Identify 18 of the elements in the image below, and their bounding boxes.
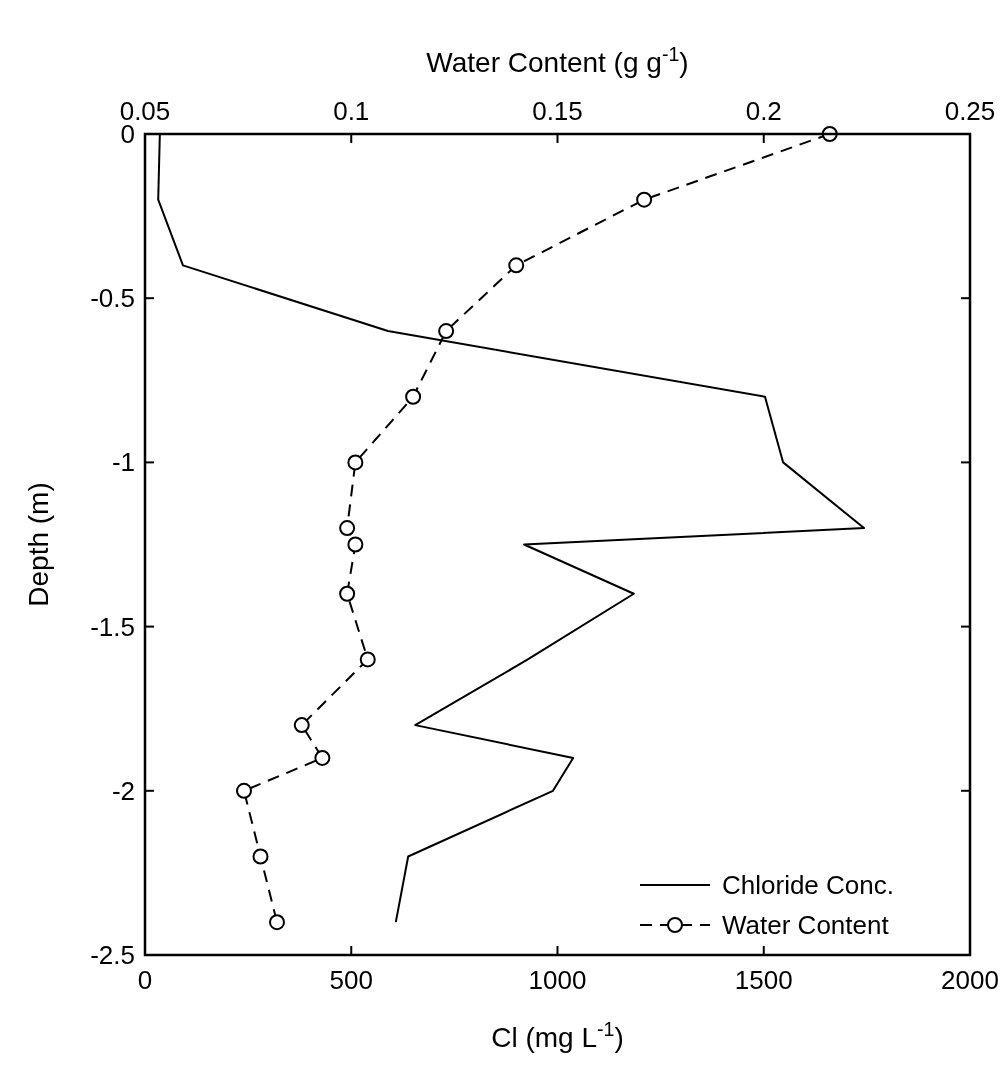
- y-tick-label: -0.5: [90, 283, 135, 314]
- x2-tick-label: 0.25: [944, 96, 996, 126]
- y-tick-label: -1: [111, 447, 135, 478]
- y-axis-title: Depth (m): [23, 482, 54, 607]
- x-tick-label: 1500: [734, 965, 793, 995]
- x-tick-label: 500: [329, 965, 373, 995]
- y-tick-label: -2.5: [90, 940, 135, 970]
- x-tick-label: 1000: [528, 965, 587, 995]
- x-tick-label: 2000: [941, 965, 999, 995]
- x2-tick-label: 0.2: [745, 96, 782, 126]
- legend-label: Chloride Conc.: [722, 870, 894, 900]
- x-axis-title: Cl (mg L$^{-1}$): [491, 1018, 624, 1053]
- x2-tick-label: 0.15: [532, 96, 583, 126]
- x2-axis-title: Water Content (g g$^{-1}$): [426, 43, 689, 78]
- y-tick-label: -2: [111, 775, 135, 806]
- legend-label: Water Content: [722, 910, 890, 940]
- y-tick-label: -1.5: [90, 611, 135, 642]
- x2-tick-label: 0.1: [333, 96, 370, 126]
